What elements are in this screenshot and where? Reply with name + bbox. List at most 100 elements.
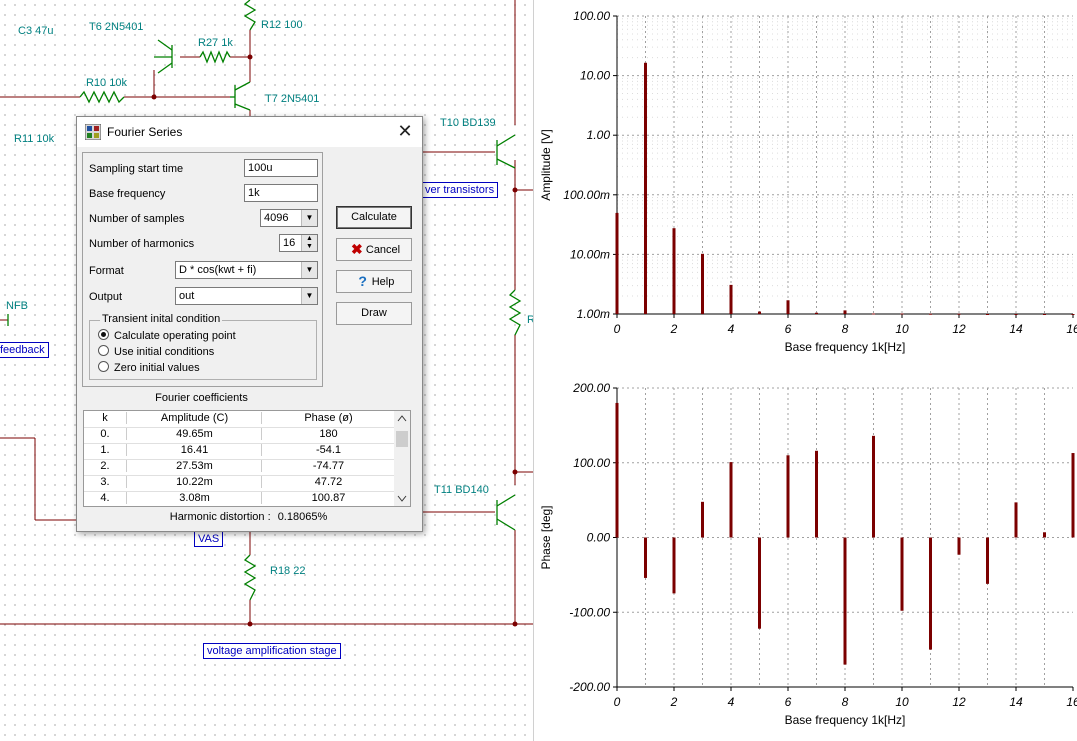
cancel-button[interactable]: ✖ Cancel xyxy=(336,238,412,261)
table-scrollbar[interactable] xyxy=(394,411,410,506)
table-row[interactable]: 3. 10.22m 47.72 xyxy=(84,475,394,492)
radio-zero-initial-values[interactable]: Zero initial values xyxy=(98,361,200,374)
fourier-coefficients-title: Fourier coefficients xyxy=(155,392,248,404)
chevron-down-icon[interactable]: ▼ xyxy=(301,262,317,278)
net-label-vas[interactable]: VAS xyxy=(194,531,224,547)
cancel-x-icon: ✖ xyxy=(351,241,363,257)
net-label-voltage-amplification-stage[interactable]: voltage amplification stage xyxy=(203,643,341,659)
fourier-coefficients-table[interactable]: k Amplitude (C) Phase (ø) 0. 49.65m 180 … xyxy=(83,410,411,507)
distortion-value: 0.18065% xyxy=(277,511,328,523)
format-label: Format xyxy=(89,265,124,277)
amplitude-chart[interactable]: 100.00 10.00 1.00 100.00m 10.00m 1.00m 0 2 4 6 8 10… xyxy=(534,0,1077,368)
y-tick-label: -200.00 xyxy=(569,680,610,694)
cell-amplitude: 16.41 xyxy=(126,444,262,456)
parameters-group: Sampling start time Base frequency Numbe… xyxy=(82,152,323,387)
help-question-icon: ? xyxy=(358,273,367,289)
x-tick-label: 2 xyxy=(670,322,678,336)
format-select[interactable]: D * cos(kwt + fi) ▼ xyxy=(175,261,318,279)
net-label-driver-transistors[interactable]: ver transistors xyxy=(421,182,499,198)
sampling-start-input[interactable] xyxy=(244,159,318,177)
help-label: Help xyxy=(371,276,395,288)
radio-calculate-operating-point[interactable]: Calculate operating point xyxy=(98,329,236,342)
base-frequency-input[interactable] xyxy=(244,184,318,202)
base-frequency-label: Base frequency xyxy=(89,188,166,200)
harmonics-stepper[interactable]: 16 ▲ ▼ xyxy=(279,234,318,252)
close-icon[interactable]: ✕ xyxy=(397,121,413,141)
component-label-r: R xyxy=(527,314,533,326)
spectrum-bar xyxy=(644,62,647,315)
table-row[interactable]: 4. 3.08m 100.87 xyxy=(84,491,395,506)
y-tick-label: 100.00 xyxy=(573,9,610,23)
y-tick-label: 1.00m xyxy=(577,307,610,321)
cell-k: 1. xyxy=(100,444,110,456)
dialog-titlebar[interactable]: Fourier Series ✕ xyxy=(77,117,422,147)
y-tick-label: 100.00 xyxy=(573,456,610,470)
radio-icon[interactable] xyxy=(98,345,109,356)
spectrum-bar xyxy=(957,313,961,315)
x-tick-label: 2 xyxy=(670,695,678,709)
x-tick-label: 0 xyxy=(614,322,621,336)
x-tick-label: 8 xyxy=(842,322,849,336)
samples-select[interactable]: 4096 ▼ xyxy=(260,209,318,227)
component-label-nfb: NFB xyxy=(6,300,28,312)
cell-phase: 100.87 xyxy=(261,492,395,504)
harmonic-distortion-readout: Harmonic distortion : 0.18065% xyxy=(82,511,415,523)
x-tick-label: 10 xyxy=(895,695,909,709)
component-label-r27: R27 1k xyxy=(198,37,233,49)
table-row[interactable]: 1. 16.41 -54.1 xyxy=(84,443,394,460)
output-select[interactable]: out ▼ xyxy=(175,287,318,305)
radio-use-initial-conditions[interactable]: Use initial conditions xyxy=(98,345,214,358)
draw-button[interactable]: Draw xyxy=(336,302,412,325)
cell-phase: 180 xyxy=(261,428,395,440)
cell-k: 2. xyxy=(100,460,110,472)
samples-value: 4096 xyxy=(264,212,289,224)
format-value: D * cos(kwt + fi) xyxy=(179,264,257,276)
phase-chart[interactable]: 200.00 100.00 0.00 -100.00 -200.00 0 2 4 6 8 10 12 1… xyxy=(534,372,1077,741)
spectrum-bar xyxy=(729,284,733,314)
spectrum-bar xyxy=(900,537,904,611)
x-tick-label: 6 xyxy=(785,322,792,336)
cell-phase: 47.72 xyxy=(261,476,395,488)
table-header: k Amplitude (C) Phase (ø) xyxy=(84,411,394,428)
radio-icon[interactable] xyxy=(98,361,109,372)
chevron-down-icon[interactable]: ▼ xyxy=(301,288,317,304)
table-row[interactable]: 0. 49.65m 180 xyxy=(84,427,394,444)
header-amplitude: Amplitude (C) xyxy=(126,412,262,424)
x-tick-label: 0 xyxy=(614,695,621,709)
x-tick-label: 14 xyxy=(1009,322,1023,336)
spectrum-bar xyxy=(986,537,989,584)
component-label-r10: R10 10k xyxy=(86,77,127,89)
spectrum-bar xyxy=(1014,502,1018,538)
spectrum-bar xyxy=(929,537,932,650)
radio-selected-icon[interactable] xyxy=(98,329,109,340)
header-phase: Phase (ø) xyxy=(261,412,395,424)
x-axis-label: Base frequency 1k[Hz] xyxy=(785,340,906,354)
component-label-t10: T10 BD139 xyxy=(440,117,496,129)
spin-updown-icon[interactable]: ▲ ▼ xyxy=(301,235,317,251)
y-tick-label: 0.00 xyxy=(587,531,611,545)
cell-phase: -74.77 xyxy=(261,460,395,472)
x-tick-label: 14 xyxy=(1009,695,1023,709)
spectrum-bar xyxy=(729,462,733,538)
cell-k: 3. xyxy=(100,476,110,488)
net-label-feedback[interactable]: feedback xyxy=(0,342,49,358)
samples-label: Number of samples xyxy=(89,213,185,225)
spectrum-bar xyxy=(900,313,904,315)
spectrum-bar xyxy=(1071,453,1075,538)
calculate-label: Calculate xyxy=(351,211,397,223)
help-button[interactable]: ? Help xyxy=(336,270,412,293)
component-label-t7: T7 2N5401 xyxy=(265,93,320,105)
spectrum-bar xyxy=(672,228,676,314)
x-tick-label: 16 xyxy=(1066,322,1077,336)
scroll-up-icon xyxy=(397,415,407,422)
spectrum-bar xyxy=(843,310,847,314)
draw-label: Draw xyxy=(361,307,387,319)
table-row[interactable]: 2. 27.53m -74.77 xyxy=(84,459,394,476)
x-tick-label: 4 xyxy=(728,695,735,709)
chevron-down-icon[interactable]: ▼ xyxy=(301,210,317,226)
component-label-r18: R18 22 xyxy=(270,565,306,577)
component-label-t11: T11 BD140 xyxy=(434,484,489,496)
calculate-button[interactable]: Calculate xyxy=(336,206,412,229)
fourier-charts-panel: 100.00 10.00 1.00 100.00m 10.00m 1.00m 0 2 4 6 8 10… xyxy=(533,0,1077,741)
cell-phase: -54.1 xyxy=(261,444,395,456)
